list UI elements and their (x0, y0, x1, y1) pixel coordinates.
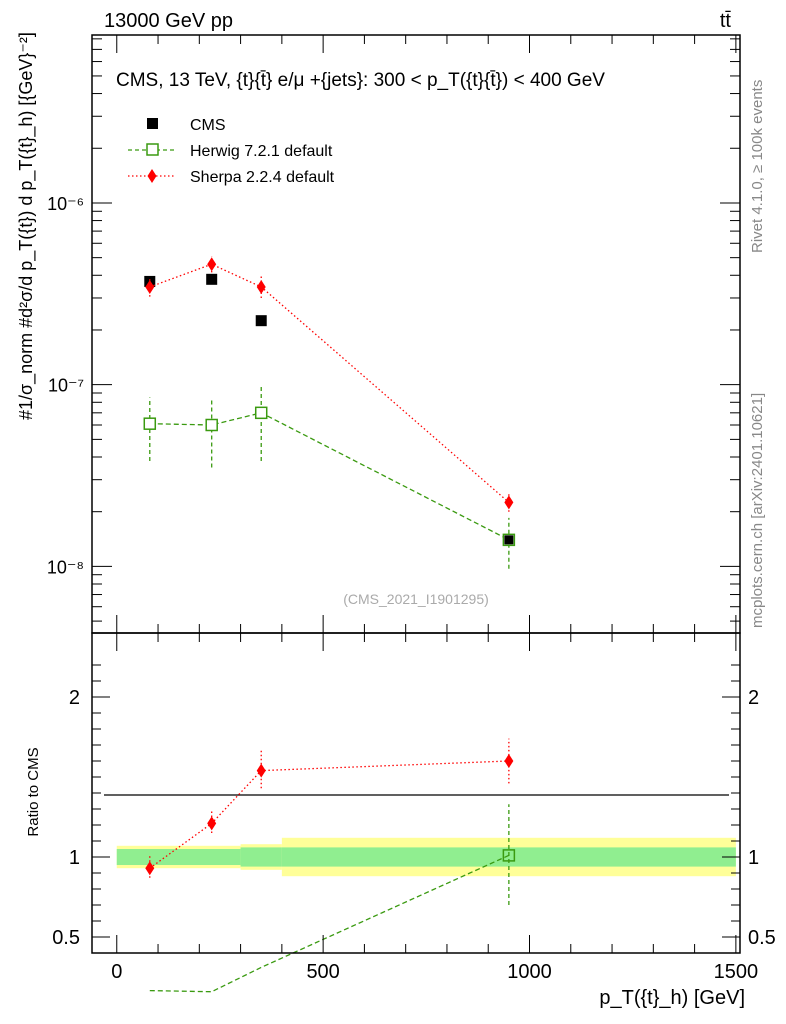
ratio-sherpa-point (504, 754, 514, 768)
ratio-bands (116, 837, 736, 877)
sherpa-point (207, 257, 217, 272)
watermark: (CMS_2021_I1901295) (343, 591, 489, 607)
legend-label-cms: CMS (190, 117, 226, 134)
ratio-x-axis: 0 500 1000 1500 (111, 633, 758, 983)
ratio-sherpa-point (207, 816, 217, 831)
ratio-y-axis: 0.5 0.5 1 1 2 2 (52, 664, 776, 949)
herwig-point (254, 406, 268, 420)
cms-point (255, 315, 267, 327)
ratio-y-tick-label-right: 1 (748, 847, 759, 869)
herwig-line (149, 412, 510, 541)
legend-label-sherpa: Sherpa 2.2.4 default (190, 169, 335, 186)
x-axis-label: p_T({t}_h) [GeV] (599, 987, 745, 1009)
mcplots-label: mcplots.cern.ch [arXiv:2401.10621] (749, 393, 766, 628)
ratio-sherpa-line (149, 760, 509, 869)
ratio-panel: 0.5 0.5 1 1 2 2 0 500 1000 1500 Ratio to CMS p_T… (25, 632, 776, 1009)
header-left: 13000 GeV pp (104, 10, 233, 32)
ratio-sherpa-point (145, 861, 155, 876)
ratio-x-tick-label: 1500 (714, 961, 759, 983)
sherpa-point (504, 495, 514, 510)
ratio-y-tick-label-right: 2 (748, 687, 759, 709)
main-panel: 10⁻⁸ 10⁻⁷ 10⁻⁶ CMS, 13 TeV, {t}{t̄} e/μ +{… (16, 32, 741, 634)
ratio-stat-band (281, 847, 736, 867)
ratio-x-tick-label: 500 (306, 961, 339, 983)
main-data (143, 256, 516, 569)
chart-title: CMS, 13 TeV, {t}{t̄} e/μ +{jets}: 300 < … (116, 70, 605, 91)
sherpa-point (256, 279, 266, 294)
ratio-stat-band (116, 849, 241, 865)
ratio-stat-band (240, 847, 282, 867)
legend-marker-herwig (146, 143, 159, 156)
legend: CMS Herwig 7.2.1 default Sherpa 2.2.4 de… (128, 117, 335, 186)
ratio-x-tick-label: 0 (111, 961, 122, 983)
ratio-y-label: Ratio to CMS (25, 747, 42, 836)
ratio-sherpa-point (256, 763, 266, 778)
ratio-frame (91, 632, 741, 954)
ratio-y-tick-label: 2 (69, 687, 80, 709)
main-y-tick-label: 10⁻⁷ (48, 376, 84, 396)
main-y-axis: 10⁻⁸ 10⁻⁷ 10⁻⁶ (47, 38, 740, 622)
legend-marker-sherpa (147, 169, 157, 183)
ratio-data (145, 738, 516, 993)
main-y-tick-label: 10⁻⁶ (47, 194, 84, 214)
herwig-point (205, 418, 218, 432)
legend-label-herwig: Herwig 7.2.1 default (190, 143, 333, 160)
rivet-label: Rivet 4.1.0, ≥ 100k events (749, 80, 766, 253)
cms-point (206, 273, 218, 285)
ratio-y-tick-label: 0.5 (52, 927, 80, 949)
ratio-y-tick-label: 1 (69, 847, 80, 869)
main-x-ticks (116, 35, 737, 633)
main-y-tick-label: 10⁻⁸ (47, 557, 84, 577)
cms-point-overlay (504, 535, 514, 545)
main-y-label: #1/σ_norm #d²σ/d p_T({t}) d p_T({t}_h) [… (16, 32, 37, 420)
legend-marker-cms (147, 118, 158, 129)
sherpa-line (149, 263, 510, 503)
ratio-x-tick-label: 1000 (507, 961, 552, 983)
sherpa-point (145, 279, 155, 294)
herwig-point (143, 417, 157, 430)
ratio-y-tick-label-right: 0.5 (748, 927, 776, 949)
ratio-herwig-point (502, 849, 516, 862)
header-right: tt̄ (720, 10, 732, 32)
ratio-herwig-line (149, 854, 510, 993)
